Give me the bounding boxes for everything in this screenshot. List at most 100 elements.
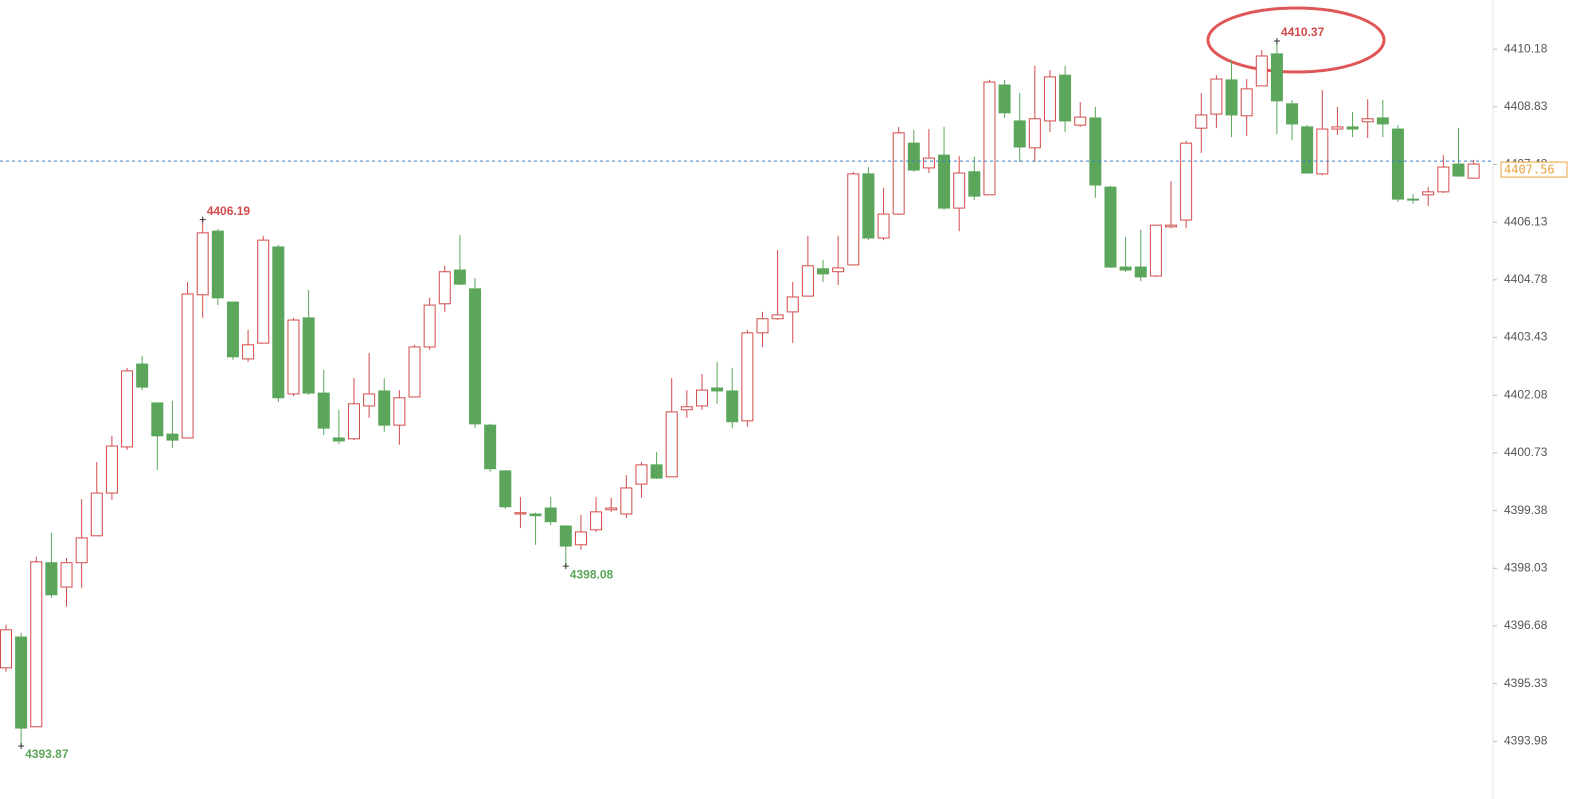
candle-body — [817, 268, 830, 275]
candle-body — [1165, 224, 1178, 228]
candle-body — [347, 403, 360, 440]
highlight-circle — [1206, 6, 1386, 74]
candle-body — [393, 397, 406, 426]
candle-body — [1119, 266, 1132, 271]
y-tick-label: 4408.83 — [1504, 99, 1548, 113]
candle-body — [695, 389, 708, 407]
candle-body — [105, 445, 118, 494]
candle-body — [332, 437, 345, 442]
candle-body — [680, 406, 693, 411]
candle-body — [786, 296, 799, 313]
candle-body — [1437, 166, 1450, 193]
candle-body — [1331, 126, 1344, 130]
candle-body — [30, 561, 43, 728]
candle-body — [1013, 120, 1026, 148]
candle-body — [181, 293, 194, 439]
candle-body — [484, 424, 497, 470]
y-tick-label: 4410.18 — [1504, 41, 1548, 55]
candle-body — [1407, 198, 1420, 201]
extreme-label: 4398.08 — [570, 567, 614, 581]
candle-body — [196, 232, 209, 296]
candle-body — [1149, 224, 1162, 277]
candle-body — [408, 346, 421, 398]
candle-body — [801, 265, 814, 297]
candle-body — [1422, 191, 1435, 196]
candle-body — [635, 464, 648, 485]
candle-body — [862, 173, 875, 239]
candle-body — [1104, 186, 1117, 268]
candle-body — [650, 464, 663, 479]
candle-body — [1240, 88, 1253, 117]
candle-body — [529, 513, 542, 517]
candle-body — [892, 132, 905, 215]
y-tick-label: 4403.43 — [1504, 330, 1548, 344]
extreme-label: 4406.19 — [207, 204, 251, 218]
candle-body — [1286, 103, 1299, 125]
candle-body — [438, 271, 451, 305]
candle-body — [847, 173, 860, 266]
y-tick-label: 4406.13 — [1504, 214, 1548, 228]
candle-body — [60, 562, 73, 588]
candle-body — [1059, 74, 1072, 122]
candle-body — [620, 487, 633, 515]
candle-body — [968, 171, 981, 197]
candle-body — [257, 239, 270, 344]
candle-body — [590, 511, 603, 531]
candle-body — [1089, 117, 1102, 186]
candle-body — [211, 230, 224, 299]
candle-body — [469, 288, 482, 425]
candle-body — [272, 246, 285, 399]
candle-body — [1467, 163, 1480, 179]
extreme-label: 4410.37 — [1281, 25, 1325, 39]
candle-body — [15, 636, 28, 729]
candle-body — [544, 507, 557, 523]
candle-body — [832, 267, 845, 273]
candle-body — [741, 332, 754, 422]
candle-body — [1376, 117, 1389, 125]
candle-body — [363, 393, 376, 407]
candle-body — [514, 512, 527, 515]
candle-body — [121, 370, 134, 448]
y-tick-label: 4404.78 — [1504, 272, 1548, 286]
y-tick-label: 4393.98 — [1504, 733, 1548, 747]
candle-body — [453, 269, 466, 285]
candle-body — [1225, 79, 1238, 116]
candle-body — [1316, 128, 1329, 175]
candle-body — [0, 629, 12, 669]
candle-body — [1074, 116, 1087, 126]
candle-body — [1270, 53, 1283, 102]
candle-body — [922, 157, 935, 169]
y-tick-label: 4400.73 — [1504, 445, 1548, 459]
candle-body — [166, 433, 179, 441]
candle-body — [953, 172, 966, 209]
candle-body — [136, 363, 149, 388]
y-tick-label: 4398.03 — [1504, 560, 1548, 574]
last-price-box — [1500, 161, 1568, 178]
candle-body — [665, 411, 678, 478]
candle-body — [559, 525, 572, 547]
candle-body — [771, 314, 784, 320]
y-tick-label: 4402.08 — [1504, 387, 1548, 401]
candle-body — [75, 537, 88, 564]
candle-body — [726, 390, 739, 423]
candle-body — [1043, 76, 1056, 122]
candle-body — [151, 402, 164, 437]
candle-body — [907, 142, 920, 171]
candle-body — [1180, 142, 1193, 221]
candle-body — [1452, 163, 1465, 177]
candle-body — [1195, 114, 1208, 129]
y-tick-label: 4395.33 — [1504, 676, 1548, 690]
candle-body — [1255, 55, 1268, 87]
candle-body — [1210, 78, 1223, 115]
candle-body — [711, 387, 724, 392]
candle-body — [1391, 128, 1404, 200]
candle-body — [302, 317, 315, 394]
candle-body — [45, 562, 58, 596]
candle-body — [877, 213, 890, 239]
extreme-label: 4393.87 — [25, 747, 69, 761]
candle-body — [1346, 126, 1359, 130]
candle-body — [499, 470, 512, 508]
candle-body — [226, 301, 239, 358]
y-tick-label: 4396.68 — [1504, 618, 1548, 632]
candle-body — [423, 304, 436, 348]
